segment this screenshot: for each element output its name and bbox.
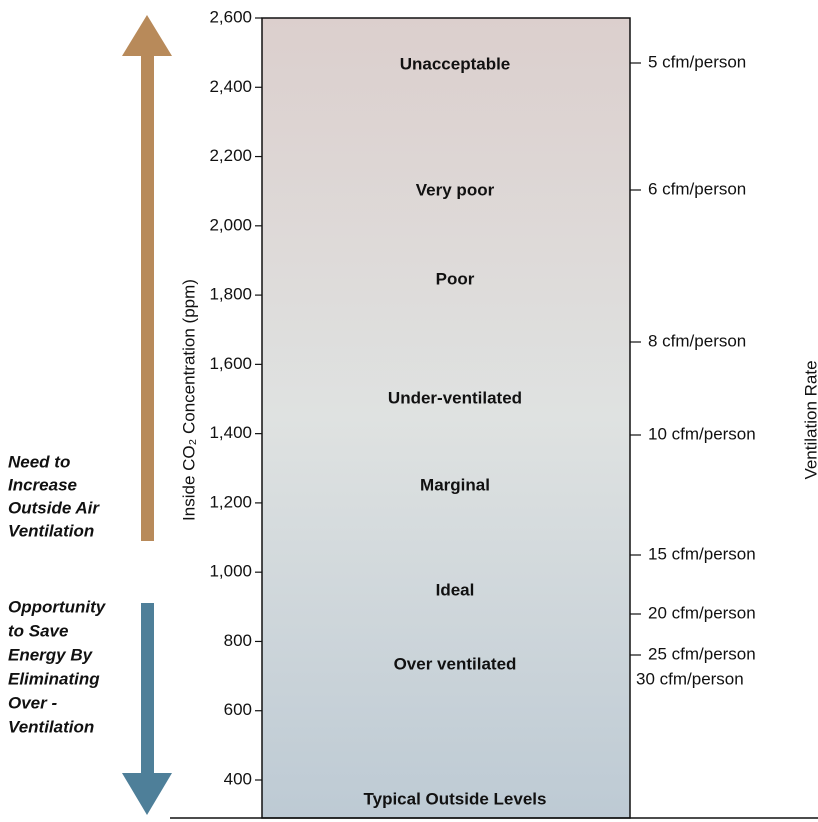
save-note: Energy By <box>8 645 94 664</box>
y-tick-label: 1,600 <box>209 354 252 373</box>
band-label: Very poor <box>416 180 495 199</box>
rate-label: 25 cfm/person <box>648 644 756 663</box>
increase-arrow-head <box>122 15 172 56</box>
save-note: Opportunity <box>8 597 107 616</box>
band-label: Over ventilated <box>394 654 517 673</box>
save-note: Eliminating <box>8 669 100 688</box>
band-label: Unacceptable <box>400 54 511 73</box>
rate-label: 10 cfm/person <box>648 424 756 443</box>
right-label: Ventilation Rate <box>801 360 818 479</box>
rate-label: 6 cfm/person <box>648 179 746 198</box>
rate-label: 8 cfm/person <box>648 331 746 350</box>
rate-label: 20 cfm/person <box>648 603 756 622</box>
rate-label: 30 cfm/person <box>636 669 744 688</box>
increase-arrow-shaft <box>141 55 154 541</box>
rate-label: 15 cfm/person <box>648 544 756 563</box>
save-note: Over - <box>8 693 57 712</box>
y-tick-label: 2,000 <box>209 215 252 234</box>
axis-label: Inside CO₂ Concentration (ppm) <box>179 279 198 521</box>
band-label: Ideal <box>436 580 475 599</box>
band-label: Marginal <box>420 475 490 494</box>
y-tick-label: 800 <box>224 631 252 650</box>
increase-note: Need to <box>8 452 70 471</box>
scale-box <box>261 17 631 819</box>
band-label: Under-ventilated <box>388 388 522 407</box>
increase-note: Ventilation <box>8 521 94 540</box>
save-arrow-shaft <box>141 603 154 775</box>
band-label: Typical Outside Levels <box>364 789 547 808</box>
y-tick-label: 1,200 <box>209 492 252 511</box>
y-tick-label: 1,800 <box>209 285 252 304</box>
increase-note: Outside Air <box>8 498 100 517</box>
increase-note: Increase <box>8 475 77 494</box>
rate-label: 5 cfm/person <box>648 52 746 71</box>
y-tick-label: 600 <box>224 700 252 719</box>
y-tick-label: 2,200 <box>209 146 252 165</box>
y-tick-label: 2,400 <box>209 77 252 96</box>
y-tick-label: 2,600 <box>209 7 252 26</box>
y-tick-label: 1,000 <box>209 562 252 581</box>
save-note: Ventilation <box>8 717 94 736</box>
save-arrow-head <box>122 773 172 815</box>
y-tick-label: 400 <box>224 769 252 788</box>
y-tick-label: 1,400 <box>209 423 252 442</box>
band-label: Poor <box>436 269 475 288</box>
save-note: to Save <box>8 621 68 640</box>
